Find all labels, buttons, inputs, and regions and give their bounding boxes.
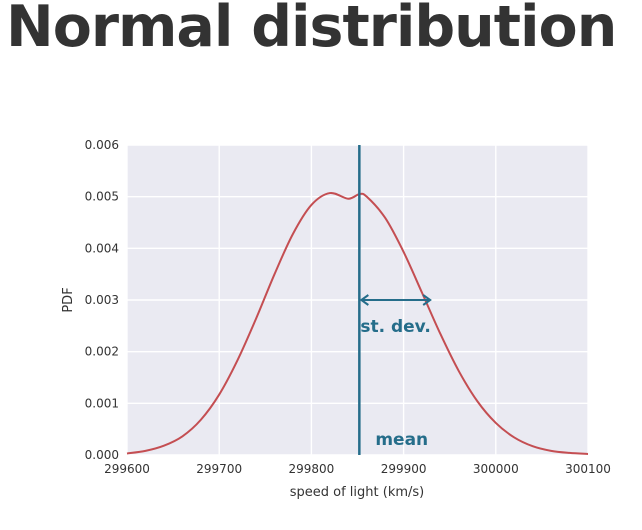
x-tick-label: 299800 xyxy=(288,462,334,476)
std-dev-arrowhead-right xyxy=(422,294,432,306)
y-tick-label: 0.002 xyxy=(85,345,119,359)
y-tick-label: 0.003 xyxy=(85,293,119,307)
x-tick-label: 299700 xyxy=(196,462,242,476)
y-axis-label: PDF xyxy=(61,287,76,312)
y-tick-label: 0.004 xyxy=(85,241,119,255)
x-tick-label: 300100 xyxy=(565,462,611,476)
y-tick-label: 0.000 xyxy=(85,448,119,462)
page-title: Normal distribution xyxy=(6,0,617,60)
x-tick-label: 299900 xyxy=(381,462,427,476)
y-tick-label: 0.001 xyxy=(85,396,119,410)
x-tick-label: 299600 xyxy=(104,462,150,476)
x-tick-label: 300000 xyxy=(473,462,519,476)
y-tick-label: 0.006 xyxy=(85,138,119,152)
mean-label: mean xyxy=(375,430,428,450)
y-tick-label: 0.005 xyxy=(85,190,119,204)
std-dev-arrowhead-left xyxy=(359,294,369,306)
x-axis-label: speed of light (km/s) xyxy=(290,485,425,500)
std-dev-label: st. dev. xyxy=(360,317,430,337)
